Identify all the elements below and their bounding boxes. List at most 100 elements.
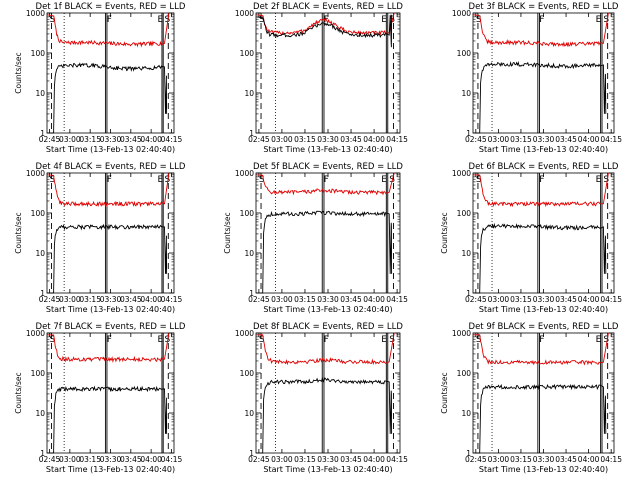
marker-label: S xyxy=(259,175,265,185)
x-tick-label: 02:45 xyxy=(39,295,61,304)
x-axis-label: Start Time (13-Feb-13 02:40:40) xyxy=(46,305,175,314)
y-tick-label: 100 xyxy=(457,209,472,218)
y-tick-label: 1 xyxy=(40,289,45,298)
x-axis-label: Start Time (13-Feb-13 02:40:40) xyxy=(479,145,608,154)
y-tick-label: 1 xyxy=(249,129,254,138)
plot-frame xyxy=(472,12,615,134)
y-tick-label: 1000 xyxy=(452,169,471,178)
y-tick-label: 1000 xyxy=(26,169,45,178)
marker-label: E xyxy=(596,335,602,345)
x-tick-label: 04:15 xyxy=(386,135,408,144)
x-tick-label: 04:00 xyxy=(140,295,162,304)
x-tick-label: 03:45 xyxy=(120,455,142,464)
y-tick-label: 100 xyxy=(457,49,472,58)
series-lld-line xyxy=(256,172,395,196)
series-events-line xyxy=(47,62,168,134)
x-tick-label: 03:00 xyxy=(271,295,293,304)
x-tick-label: 03:30 xyxy=(317,135,339,144)
x-tick-label: 03:45 xyxy=(120,135,142,144)
chart-panel: Det 2f BLACK = Events, RED = LLD 1 10 100 10… xyxy=(235,2,408,154)
chart-title: Det 3f BLACK = Events, RED = LLD xyxy=(469,2,619,12)
y-tick-label: 1000 xyxy=(235,329,254,338)
x-tick-label: 03:45 xyxy=(555,135,577,144)
y-tick-label: 10 xyxy=(461,409,471,418)
marker-label: E xyxy=(381,175,387,185)
x-tick-label: 03:00 xyxy=(488,455,510,464)
y-tick-label: 1000 xyxy=(235,169,254,178)
chart-panel: Det 5f BLACK = Events, RED = LLD 1 10 100 10… xyxy=(223,162,408,314)
x-tick-label: 03:00 xyxy=(488,295,510,304)
x-tick-label: 03:15 xyxy=(510,295,532,304)
chart-title: Det 9f BLACK = Events, RED = LLD xyxy=(469,322,619,332)
x-tick-label: 02:45 xyxy=(248,455,270,464)
chart-title: Det 5f BLACK = Events, RED = LLD xyxy=(253,162,403,172)
y-tick-label: 100 xyxy=(240,369,255,378)
marker-label: F xyxy=(539,335,544,345)
plot-frame xyxy=(46,12,175,134)
y-tick-label: 1 xyxy=(466,129,471,138)
x-tick-label: 03:15 xyxy=(510,455,532,464)
x-tick-label: 03:15 xyxy=(510,135,532,144)
y-tick-label: 10 xyxy=(244,249,254,258)
chart-title: Det 6f BLACK = Events, RED = LLD xyxy=(469,162,619,172)
marker-label: S xyxy=(603,175,609,185)
y-tick-label: 10 xyxy=(35,89,45,98)
plot-frame xyxy=(255,332,401,454)
x-tick-label: 03:45 xyxy=(555,295,577,304)
y-tick-label: 100 xyxy=(457,369,472,378)
marker-label: E xyxy=(381,15,387,25)
x-tick-label: 04:15 xyxy=(600,455,622,464)
marker-label: S xyxy=(476,335,482,345)
marker-label: S xyxy=(476,175,482,185)
x-tick-label: 03:30 xyxy=(533,135,555,144)
series-lld-line xyxy=(473,172,609,208)
x-tick-label: 04:00 xyxy=(363,135,385,144)
marker-label: S xyxy=(259,15,265,25)
marker-label: E xyxy=(157,175,163,185)
x-tick-label: 03:15 xyxy=(294,455,316,464)
y-axis-label: Counts/sec xyxy=(440,212,449,253)
x-tick-label: 03:00 xyxy=(271,135,293,144)
x-tick-label: 04:00 xyxy=(578,135,600,144)
y-tick-label: 1 xyxy=(40,129,45,138)
x-tick-label: 04:00 xyxy=(140,135,162,144)
y-axis-label: Counts/sec xyxy=(14,372,23,413)
series-events-line xyxy=(256,210,393,294)
x-tick-label: 03:45 xyxy=(340,455,362,464)
chart-title: Det 8f BLACK = Events, RED = LLD xyxy=(253,322,403,332)
y-tick-label: 10 xyxy=(461,249,471,258)
x-tick-label: 03:15 xyxy=(294,135,316,144)
x-tick-label: 04:15 xyxy=(161,135,183,144)
chart-panel: Det 1f BLACK = Events, RED = LLD 1 10 100 10… xyxy=(14,2,186,154)
x-tick-label: 03:15 xyxy=(79,135,101,144)
series-lld-line xyxy=(256,332,395,366)
marker-label: S xyxy=(50,175,56,185)
series-events-line xyxy=(256,14,393,48)
series-lld-line xyxy=(473,12,609,48)
x-tick-label: 03:00 xyxy=(59,295,81,304)
marker-label: S xyxy=(50,335,56,345)
y-tick-label: 100 xyxy=(240,49,255,58)
plot-frame xyxy=(472,172,615,294)
chart-title: Det 2f BLACK = Events, RED = LLD xyxy=(253,2,403,12)
y-tick-label: 1000 xyxy=(26,9,45,18)
x-tick-label: 03:15 xyxy=(294,295,316,304)
series-events-line xyxy=(47,385,168,454)
x-tick-label: 04:00 xyxy=(578,295,600,304)
series-events-line xyxy=(473,60,607,134)
x-tick-label: 04:15 xyxy=(600,295,622,304)
x-tick-label: 04:15 xyxy=(161,455,183,464)
chart-panel: Det 4f BLACK = Events, RED = LLD 1 10 100 10… xyxy=(14,162,186,314)
plot-frame xyxy=(46,172,175,294)
y-tick-label: 1000 xyxy=(235,9,254,18)
x-tick-label: 04:00 xyxy=(363,295,385,304)
y-tick-label: 1 xyxy=(249,289,254,298)
series-lld-line xyxy=(47,332,170,364)
chart-panel: Det 6f BLACK = Events, RED = LLD 1 10 100 10… xyxy=(440,162,622,314)
x-tick-label: 02:45 xyxy=(465,455,487,464)
y-tick-label: 1 xyxy=(249,449,254,458)
x-tick-label: 02:45 xyxy=(465,295,487,304)
x-tick-label: 03:15 xyxy=(79,295,101,304)
series-lld-line xyxy=(47,12,170,48)
marker-label: F xyxy=(107,335,112,345)
